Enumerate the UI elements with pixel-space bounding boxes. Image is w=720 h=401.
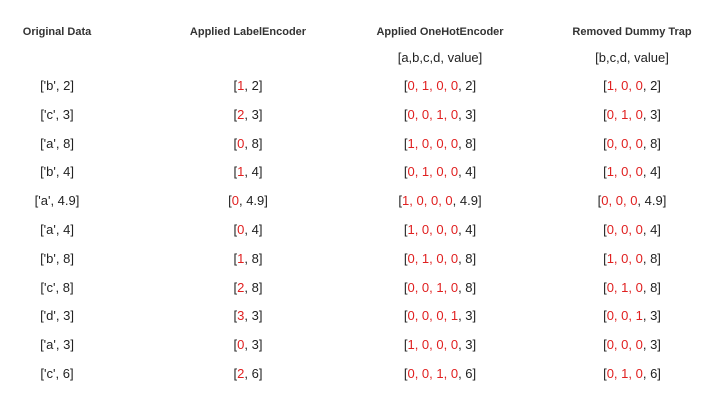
cell-original-data: ['b', 4] [40, 164, 74, 179]
cell-label-encoded: [0, 8] [233, 136, 263, 151]
cell-label-encoded: [2, 3] [233, 107, 263, 122]
cell-original-data: ['a', 3] [40, 337, 74, 352]
cell-original-data: ['a', 4.9] [34, 193, 80, 208]
dummy-bits: 0, 0, 1 [606, 308, 643, 323]
dummy-bits: 0, 1, 0 [606, 366, 643, 381]
cell-original-data: ['d', 3] [40, 308, 74, 323]
cell-original-data: ['c', 6] [40, 366, 74, 381]
dummy-bits: 0, 0, 0 [606, 337, 643, 352]
encoded-label-value: 2 [237, 280, 245, 295]
dummy-bits: 1, 0, 0 [606, 251, 643, 266]
dummy-bits: 1, 0, 0 [606, 78, 643, 93]
cell-dummy-removed: [1, 0, 0, 2] [603, 78, 661, 93]
cell-onehot-encoded: [1, 0, 0, 0, 4] [403, 222, 477, 237]
cell-original-data: ['a', 8] [40, 136, 74, 151]
cell-onehot-encoded: [1, 0, 0, 0, 8] [403, 136, 477, 151]
cell-dummy-removed: [0, 1, 0, 3] [603, 107, 661, 122]
cell-label-encoded: [2, 6] [233, 366, 263, 381]
cell-dummy-removed: [0, 1, 0, 8] [603, 280, 661, 295]
encoded-label-value: 0 [237, 136, 245, 151]
cell-dummy-removed: [0, 1, 0, 6] [603, 366, 661, 381]
cell-original-data: ['b', 2] [40, 78, 74, 93]
header-removed-dummy-trap: Removed Dummy Trap [572, 26, 692, 38]
cell-dummy-removed: [0, 0, 0, 8] [603, 136, 661, 151]
cell-onehot-encoded: [0, 1, 0, 0, 2] [403, 78, 477, 93]
cell-label-encoded: [2, 8] [233, 280, 263, 295]
encoded-label-value: 1 [237, 251, 245, 266]
cell-onehot-encoded: [0, 0, 1, 0, 3] [403, 107, 477, 122]
onehot-bits: 0, 1, 0, 0 [407, 251, 459, 266]
cell-label-encoded: [1, 8] [233, 251, 263, 266]
cell-label-encoded: [1, 4] [233, 164, 263, 179]
cell-original-data: ['a', 4] [40, 222, 74, 237]
dummy-bits: 0, 1, 0 [606, 280, 643, 295]
header-applied-onehotencoder: Applied OneHotEncoder [376, 26, 504, 38]
cell-label-encoded: [1, 2] [233, 78, 263, 93]
cell-label-encoded: [0, 4] [233, 222, 263, 237]
encoded-label-value: 2 [237, 107, 245, 122]
cell-onehot-encoded: [0, 0, 1, 0, 6] [403, 366, 477, 381]
header-original-data: Original Data [22, 26, 92, 38]
dummy-bits: 1, 0, 0 [606, 164, 643, 179]
onehot-bits: 0, 1, 0, 0 [407, 78, 459, 93]
encoded-label-value: 2 [237, 366, 245, 381]
encoded-label-value: 0 [237, 222, 245, 237]
onehot-bits: 1, 0, 0, 0 [402, 193, 453, 208]
onehot-bits: 0, 0, 1, 0 [407, 107, 459, 122]
onehot-bits: 0, 0, 0, 1 [407, 308, 459, 323]
dummy-bits: 0, 0, 0 [606, 222, 643, 237]
cell-label-encoded: [3, 3] [233, 308, 263, 323]
cell-dummy-removed: [0, 0, 0, 4] [603, 222, 661, 237]
cell-onehot-encoded: [1, 0, 0, 0, 4.9] [398, 193, 482, 208]
onehot-bits: 0, 1, 0, 0 [407, 164, 459, 179]
encoded-label-value: 1 [237, 78, 245, 93]
dummy-bits: 0, 0, 0 [601, 193, 638, 208]
dummy-bits: 0, 1, 0 [606, 107, 643, 122]
cell-label-encoded: [0, 4.9] [228, 193, 268, 208]
cell-label-encoded: [0, 3] [233, 337, 263, 352]
onehot-bits: 0, 0, 1, 0 [407, 366, 459, 381]
onehot-bits: 1, 0, 0, 0 [407, 222, 459, 237]
subheader-onehot-columns: [a,b,c,d, value] [397, 50, 483, 65]
cell-onehot-encoded: [0, 1, 0, 0, 8] [403, 251, 477, 266]
cell-onehot-encoded: [0, 1, 0, 0, 4] [403, 164, 477, 179]
cell-original-data: ['b', 8] [40, 251, 74, 266]
encoded-label-value: 3 [237, 308, 245, 323]
cell-original-data: ['c', 3] [40, 107, 74, 122]
cell-dummy-removed: [0, 0, 0, 3] [603, 337, 661, 352]
cell-onehot-encoded: [0, 0, 0, 1, 3] [403, 308, 477, 323]
cell-onehot-encoded: [0, 0, 1, 0, 8] [403, 280, 477, 295]
header-applied-labelencoder: Applied LabelEncoder [189, 26, 307, 38]
encoded-label-value: 1 [237, 164, 245, 179]
cell-dummy-removed: [0, 0, 1, 3] [603, 308, 661, 323]
cell-dummy-removed: [1, 0, 0, 8] [603, 251, 661, 266]
cell-dummy-removed: [0, 0, 0, 4.9] [597, 193, 667, 208]
onehot-bits: 1, 0, 0, 0 [407, 337, 459, 352]
cell-onehot-encoded: [1, 0, 0, 0, 3] [403, 337, 477, 352]
onehot-bits: 1, 0, 0, 0 [407, 136, 459, 151]
encoded-label-value: 0 [231, 193, 239, 208]
encoded-label-value: 0 [237, 337, 245, 352]
subheader-dummy-columns: [b,c,d, value] [595, 50, 669, 65]
onehot-bits: 0, 0, 1, 0 [407, 280, 459, 295]
cell-dummy-removed: [1, 0, 0, 4] [603, 164, 661, 179]
cell-original-data: ['c', 8] [40, 280, 74, 295]
dummy-bits: 0, 0, 0 [606, 136, 643, 151]
